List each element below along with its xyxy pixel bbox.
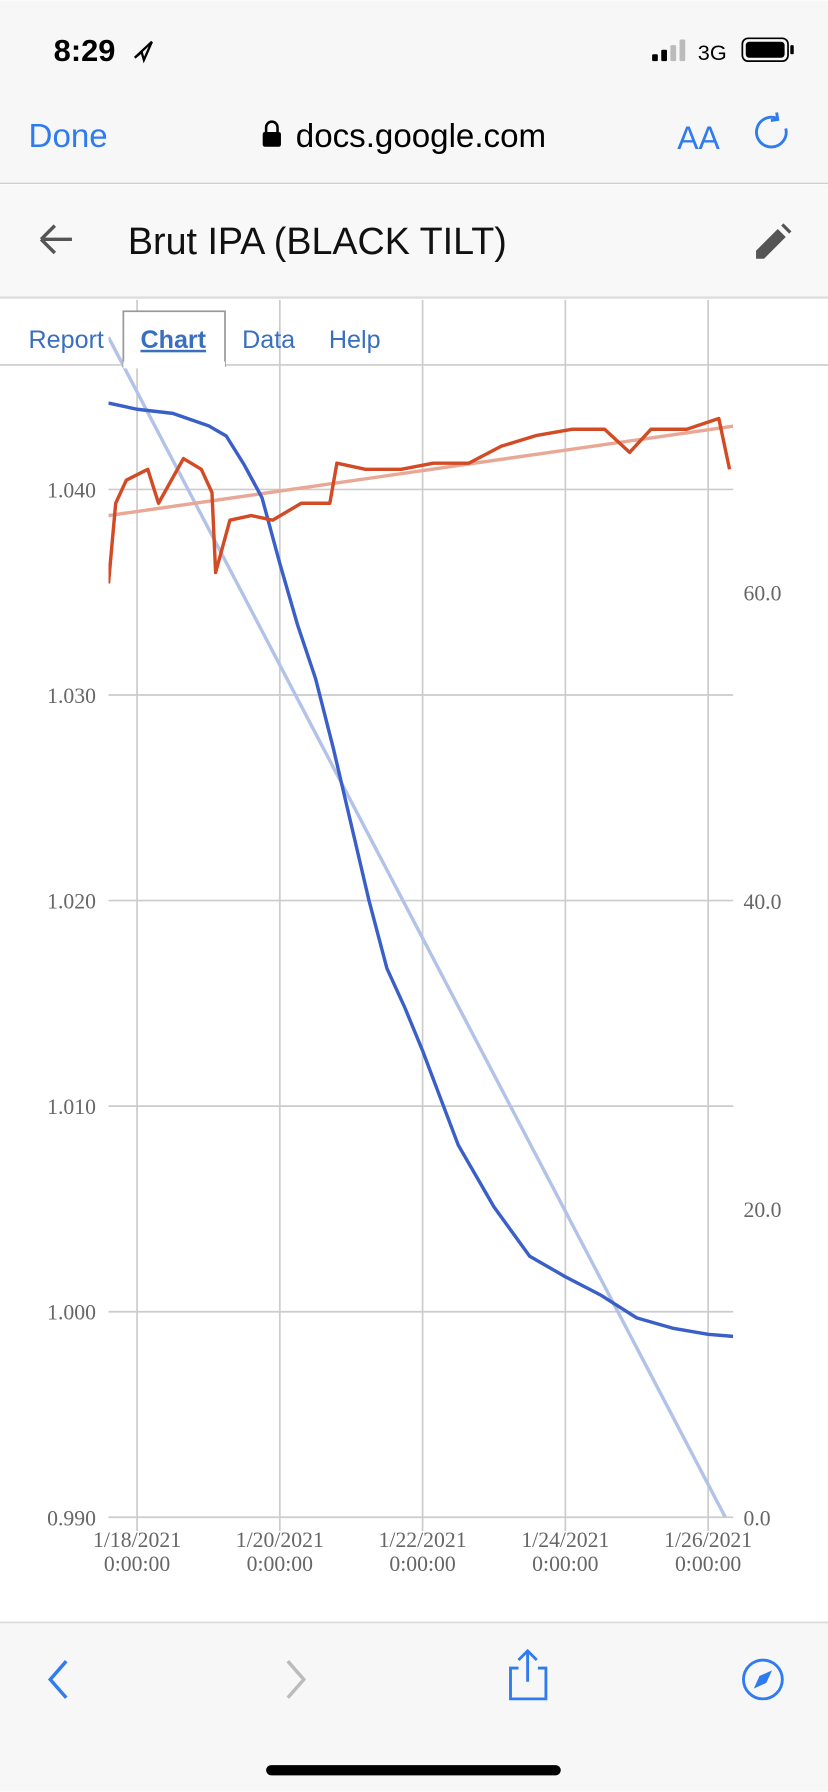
x-tick-label-box: 1/22/2021 0:00:00 — [378, 1528, 467, 1577]
y2-tick-label: 40.0 — [743, 890, 781, 914]
trendline — [108, 336, 727, 1518]
clock: 8:29 — [54, 33, 116, 68]
tab[interactable]: Data — [242, 326, 295, 354]
x-tick-label-box: 1/24/2021 0:00:00 — [521, 1528, 610, 1577]
y-tick-label: 1.030 — [47, 684, 96, 708]
x-tick-label: 1/24/2021 0:00:00 — [521, 1528, 610, 1577]
tab[interactable]: Report — [29, 326, 104, 354]
y2-tick-label: 60.0 — [743, 582, 781, 606]
x-tick-label-box: 1/26/2021 0:00:00 — [664, 1528, 753, 1577]
text-size-button[interactable]: AA — [677, 120, 720, 156]
location-icon — [133, 40, 153, 64]
network: 3G — [698, 40, 727, 65]
forward-button[interactable] — [286, 1660, 307, 1699]
y-tick-label: 1.010 — [47, 1095, 96, 1119]
tab[interactable]: Help — [329, 326, 381, 354]
y-tick-label: 1.020 — [47, 890, 96, 914]
safari-button[interactable] — [742, 1658, 784, 1701]
y-tick-label: 1.040 — [47, 478, 96, 502]
reload-button[interactable] — [755, 112, 788, 149]
done-button[interactable]: Done — [29, 118, 108, 155]
active-tab-gap — [123, 361, 225, 369]
tab[interactable]: Chart — [140, 326, 206, 354]
doc-title: Brut IPA (BLACK TILT) — [128, 220, 507, 262]
series-line — [108, 401, 734, 1339]
x-tick-label: 1/20/2021 0:00:00 — [235, 1528, 324, 1577]
y2-tick-label: 0.0 — [743, 1506, 770, 1530]
home-indicator — [266, 1765, 561, 1776]
x-tick-label-box: 1/18/2021 0:00:00 — [93, 1528, 182, 1577]
plot-lines — [108, 336, 734, 1518]
x-tick-label-box: 1/20/2021 0:00:00 — [235, 1528, 324, 1577]
back-button[interactable] — [47, 1660, 68, 1699]
url[interactable]: docs.google.com — [296, 118, 546, 155]
lock-icon — [262, 120, 281, 147]
edit-button[interactable] — [756, 223, 792, 259]
doc-header — [0, 184, 828, 297]
plot: 0.990 1.000 1.010 1.020 1.030 1.040 0.0 20.0 40.… — [47, 299, 782, 1577]
y-tick-label: 1.000 — [47, 1301, 96, 1325]
toolbar — [0, 1622, 828, 1792]
back-arrow[interactable] — [39, 224, 72, 255]
y-tick-label: 0.990 — [47, 1506, 96, 1530]
y2-tick-label: 20.0 — [743, 1198, 781, 1222]
x-tick-label: 1/26/2021 0:00:00 — [664, 1528, 753, 1577]
battery-icon — [741, 37, 794, 63]
x-tick-label: 1/22/2021 0:00:00 — [378, 1528, 467, 1577]
share-button[interactable] — [509, 1648, 548, 1701]
browser-bar — [0, 0, 828, 184]
signal-icon — [652, 39, 686, 62]
series-line — [108, 416, 732, 584]
x-tick-label: 1/18/2021 0:00:00 — [93, 1528, 182, 1577]
